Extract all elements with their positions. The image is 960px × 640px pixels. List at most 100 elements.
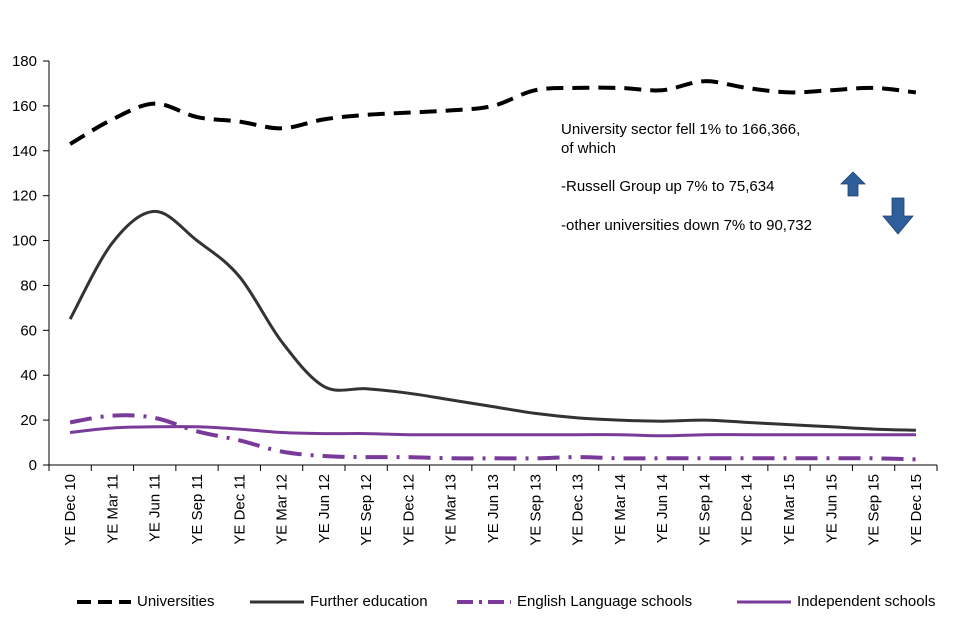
data-point-universities (702, 79, 706, 83)
data-point-english-language-schools (576, 455, 580, 459)
y-tick-label: 160 (12, 98, 37, 115)
data-point-independent-schools (702, 433, 706, 437)
data-point-english-language-schools (364, 455, 368, 459)
y-tick-label: 40 (20, 367, 37, 384)
legend-item-universities: Universities (75, 593, 215, 610)
legend-swatch-further-education (250, 600, 304, 603)
data-point-further-education (618, 418, 622, 422)
data-point-further-education (660, 419, 664, 423)
up-arrow-icon (840, 171, 866, 197)
data-point-universities (406, 111, 410, 115)
data-point-further-education (68, 317, 72, 321)
data-point-universities (787, 90, 791, 94)
y-tick-label: 80 (20, 277, 37, 294)
data-point-independent-schools (322, 432, 326, 436)
data-point-english-language-schools (491, 456, 495, 460)
data-point-english-language-schools (914, 457, 918, 461)
data-point-universities (533, 88, 537, 92)
annotation-line-1: University sector fell 1% to 166,366, (561, 121, 801, 138)
y-tick-label: 20 (20, 412, 37, 429)
y-tick-label: 100 (12, 233, 37, 250)
y-tick-label: 180 (12, 53, 37, 70)
legend-label-english-language-schools: English Language schools (517, 593, 693, 610)
data-point-independent-schools (660, 434, 664, 438)
data-point-english-language-schools (745, 456, 749, 460)
data-point-further-education (195, 239, 199, 243)
legend-swatch-english-language-schools (457, 599, 511, 604)
x-tick-label: YE Dec 15 (908, 474, 925, 546)
data-point-universities (322, 117, 326, 121)
legend-label-independent-schools: Independent schools (797, 593, 936, 610)
x-tick-label: YE Sep 11 (189, 474, 206, 545)
legend: Universities Further education English L… (75, 593, 955, 617)
data-point-english-language-schools (110, 414, 114, 418)
legend-label-universities: Universities (137, 593, 215, 610)
data-point-independent-schools (829, 433, 833, 437)
data-point-english-language-schools (618, 456, 622, 460)
data-point-english-language-schools (195, 429, 199, 433)
data-point-further-education (745, 420, 749, 424)
series-line-independent-schools (69, 425, 916, 438)
x-tick-label: YE Mar 15 (781, 474, 798, 545)
data-point-english-language-schools (406, 455, 410, 459)
y-tick-label: 0 (29, 457, 37, 474)
data-point-universities (280, 126, 284, 130)
x-tick-label: YE Jun 13 (485, 474, 502, 543)
data-point-universities (872, 86, 876, 90)
data-point-universities (576, 86, 580, 90)
data-point-further-education (322, 384, 326, 388)
x-tick-label: YE Mar 14 (612, 474, 629, 545)
x-tick-label: YE Jun 15 (823, 474, 840, 543)
x-tick-label: YE Dec 12 (400, 474, 417, 546)
data-point-english-language-schools (322, 454, 326, 458)
data-point-english-language-schools (702, 456, 706, 460)
data-point-universities (68, 142, 72, 146)
x-tick-label: YE Sep 14 (696, 474, 713, 546)
data-point-further-education (872, 427, 876, 431)
data-point-independent-schools (153, 425, 157, 429)
data-point-independent-schools (449, 433, 453, 437)
x-tick-label: YE Mar 11 (104, 474, 121, 544)
data-point-english-language-schools (449, 456, 453, 460)
data-point-english-language-schools (872, 456, 876, 460)
data-point-independent-schools (491, 433, 495, 437)
legend-item-english-language-schools: English Language schools (455, 593, 692, 610)
data-point-english-language-schools (237, 438, 241, 442)
down-arrow-icon (882, 197, 914, 235)
x-tick-label: YE Sep 13 (527, 474, 544, 546)
data-point-further-education (153, 209, 157, 213)
data-point-universities (745, 86, 749, 90)
y-tick-label: 60 (20, 322, 37, 339)
x-tick-label: YE Dec 11 (231, 474, 248, 545)
legend-swatch-universities (77, 599, 131, 604)
data-point-further-education (702, 418, 706, 422)
data-point-independent-schools (237, 427, 241, 431)
data-point-universities (153, 102, 157, 106)
series-line-further-education (68, 209, 916, 432)
data-point-universities (364, 113, 368, 117)
x-tick-label: YE Jun 11 (147, 474, 164, 542)
data-point-independent-schools (576, 433, 580, 437)
annotation-line-2: of which (561, 140, 617, 157)
x-tick-label: YE Dec 14 (739, 474, 756, 546)
data-point-independent-schools (68, 431, 72, 435)
x-tick-label: YE Sep 15 (866, 474, 883, 546)
legend-label-further-education: Further education (310, 593, 428, 610)
data-point-independent-schools (618, 433, 622, 437)
annotation-line-3: -Russell Group up 7% to 75,634 (561, 178, 775, 195)
y-tick-label: 120 (12, 188, 37, 205)
x-tick-label: YE Jun 12 (316, 474, 333, 543)
data-point-english-language-schools (829, 456, 833, 460)
x-tick-label: YE Dec 10 (62, 474, 79, 546)
data-point-further-education (829, 425, 833, 429)
data-point-universities (195, 115, 199, 119)
data-point-further-education (449, 398, 453, 402)
data-point-independent-schools (406, 433, 410, 437)
x-tick-label: YE Dec 13 (570, 474, 587, 546)
data-point-further-education (576, 416, 580, 420)
data-point-further-education (406, 391, 410, 395)
data-point-further-education (364, 387, 368, 391)
data-point-universities (110, 117, 114, 121)
data-point-further-education (491, 405, 495, 409)
